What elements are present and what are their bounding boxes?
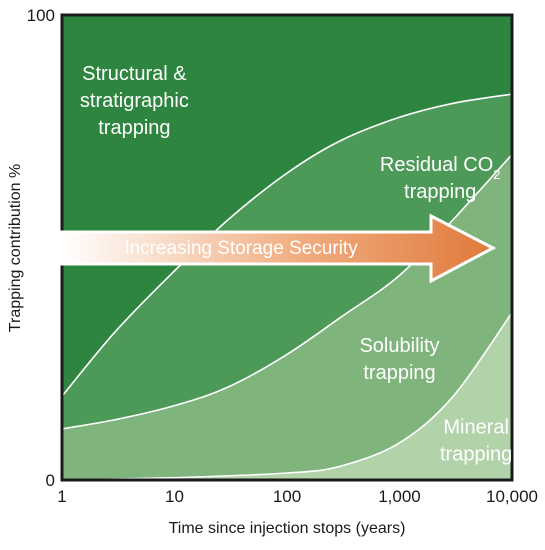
x-tick-label: 10 [165, 487, 184, 506]
x-tick-label: 1 [57, 487, 66, 506]
storage-security-arrow [60, 213, 497, 284]
region-label-structural-stratigraphic-trapping: Structural & stratigraphic trapping [80, 63, 189, 139]
region-solubility-trapping [62, 154, 512, 480]
y-axis-title: Trapping contribution % [7, 164, 24, 332]
boundary-line-1 [61, 93, 513, 397]
y-tick-label: 100 [27, 6, 55, 25]
x-tick-label: 100 [273, 487, 301, 506]
arrow-label: Increasing Storage Security [124, 238, 358, 259]
region-mineral-trapping [62, 312, 512, 480]
x-tick-label: 1,000 [378, 487, 421, 506]
y-tick-label: 0 [46, 471, 55, 490]
boundary-line-3 [61, 312, 513, 481]
region-label-residual-co2-trapping: Residual CO2 trapping [380, 154, 501, 203]
region-label-solubility-trapping: Solubility trapping [359, 335, 439, 384]
x-tick-label: 10,000 [486, 487, 538, 506]
region-label-mineral-trapping: Mineral trapping [440, 417, 512, 466]
x-axis-title: Time since injection stops (years) [169, 520, 406, 537]
